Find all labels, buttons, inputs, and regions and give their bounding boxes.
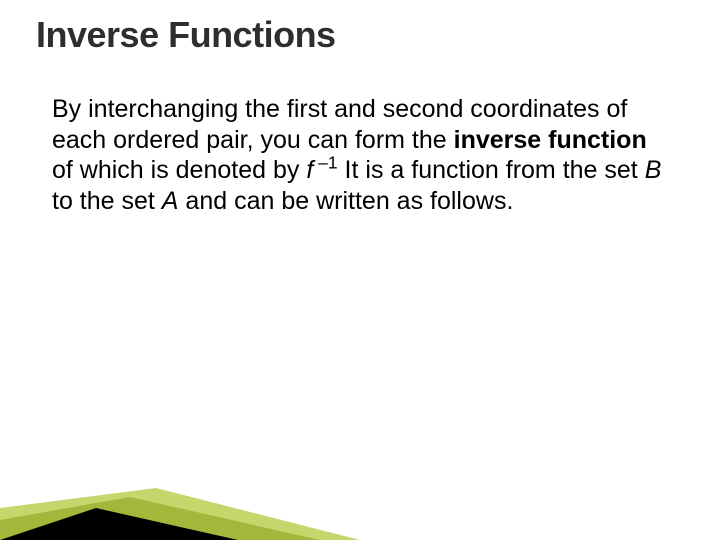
body-seg-5: It is a function from the set xyxy=(338,156,645,184)
body-seg-inverse-function: inverse function xyxy=(454,126,647,154)
page-title: Inverse Functions xyxy=(36,14,684,56)
body-seg-3: of which is denoted by xyxy=(52,156,306,184)
slide: Inverse Functions By interchanging the f… xyxy=(0,0,720,540)
body-seg-7: to the set xyxy=(52,187,162,215)
body-seg-B: B xyxy=(645,156,662,184)
corner-accent xyxy=(0,470,360,540)
body-seg-9: and can be written as follows. xyxy=(178,187,513,215)
accent-shape-back xyxy=(0,488,360,540)
accent-shape-front xyxy=(0,508,238,540)
body-paragraph: By interchanging the first and second co… xyxy=(36,94,684,216)
body-seg-A: A xyxy=(162,187,179,215)
accent-shape-mid xyxy=(0,497,320,540)
body-seg-neg1: –1 xyxy=(313,153,337,173)
